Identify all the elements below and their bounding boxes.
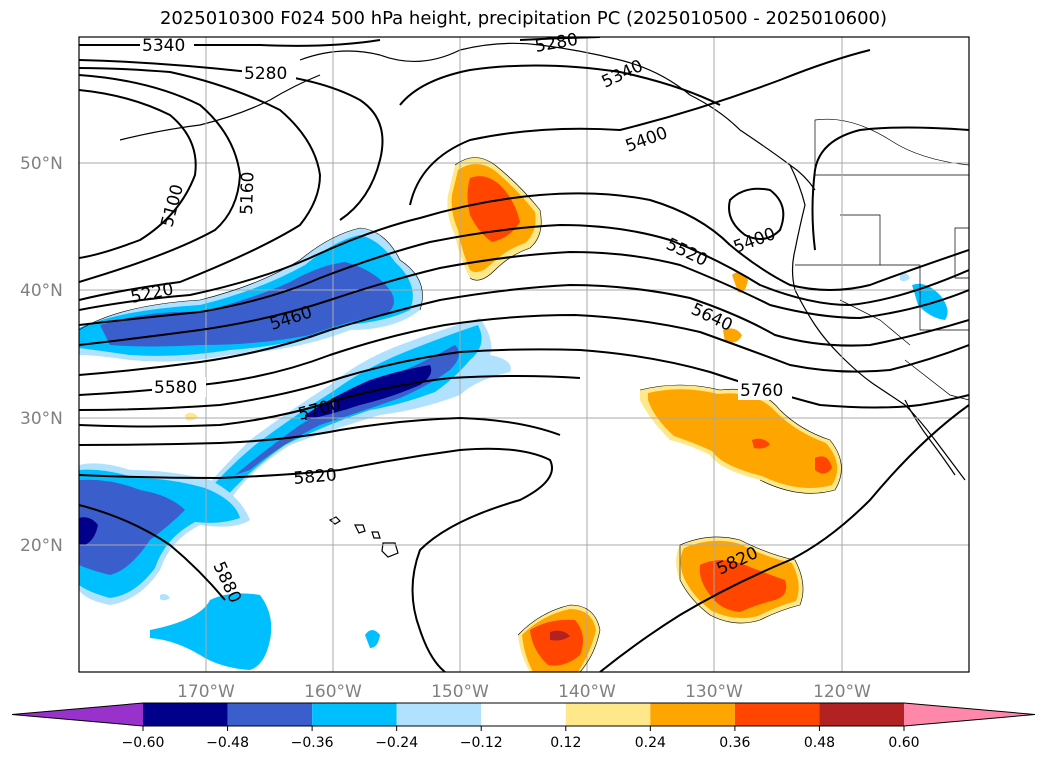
neg-southwest-deep: [79, 517, 98, 545]
colorbar-box: [650, 703, 735, 726]
contour-5460: [79, 192, 969, 311]
pos-south-cell-core: [530, 619, 584, 666]
lon-label: 120°W: [813, 682, 871, 702]
contour-5400-east: [811, 126, 969, 251]
neg-south-island-area: [150, 593, 272, 670]
contour-label: 5580: [154, 378, 197, 398]
contour-5340-west: [79, 39, 381, 47]
pos-east-cell-mid: [648, 389, 838, 488]
contour-5100: [79, 89, 197, 259]
colorbar-box: [819, 703, 904, 726]
contour-5160: [79, 74, 242, 283]
lat-label: 20°N: [20, 536, 63, 556]
colorbar-box: [227, 703, 313, 726]
colorbar-box: [565, 703, 651, 726]
colorbar-tick-label: −0.24: [375, 735, 418, 751]
contour-5400: [409, 49, 871, 206]
lat-label: 30°N: [20, 409, 63, 429]
colorbar: −0.60 −0.48 −0.36 −0.24 −0.12 0.12 0.24 0.36 0.4…: [11, 702, 1036, 751]
pos-south-cell-deep: [550, 630, 570, 641]
contour-5760: [79, 348, 969, 411]
hawaii-islands: [328, 516, 399, 558]
neg-southwest-core: [79, 479, 185, 575]
longitude-labels: 170°W 160°W 150°W 140°W 130°W 120°W: [177, 682, 871, 702]
colorbar-tick-label: −0.12: [460, 735, 503, 751]
neg-band-west-north-core: [100, 262, 394, 347]
lat-label: 50°N: [20, 154, 63, 174]
alaska-peninsula: [119, 74, 321, 141]
lon-label: 150°W: [431, 682, 489, 702]
colorbar-tick-label: 0.60: [888, 735, 919, 751]
contour-5820-east: [599, 404, 969, 672]
colorbar-tick-label: 0.36: [719, 735, 750, 751]
contour-5280-north: [79, 59, 384, 221]
latitude-labels: 50°N 40°N 30°N 20°N: [20, 154, 63, 556]
state-borders: [795, 118, 969, 401]
bc-coast: [789, 164, 806, 291]
colorbar-tick-label: 0.12: [550, 735, 581, 751]
lon-label: 140°W: [558, 682, 616, 702]
lon-label: 160°W: [304, 682, 362, 702]
contour-5820-west: [79, 416, 561, 446]
contour-5640: [79, 283, 969, 376]
contour-5700: [79, 313, 969, 396]
map-title: 2025010300 F024 500 hPa height, precipit…: [159, 8, 888, 29]
contour-5820-main: [79, 447, 553, 672]
contour-5520: [79, 223, 969, 326]
contour-label: 5160: [237, 171, 258, 215]
colorbar-box: [734, 703, 820, 726]
pos-small-1: [732, 272, 748, 293]
pos-small-2: [723, 328, 742, 343]
neg-small-2: [160, 594, 170, 601]
alaska-coast: [299, 42, 816, 191]
map-frame: [78, 36, 970, 673]
colorbar-extend-high: [904, 703, 1035, 726]
lat-label: 40°N: [20, 281, 63, 301]
colorbar-box: [481, 703, 566, 726]
pos-south-east-cell-core: [699, 560, 787, 612]
neg-east-coast: [912, 283, 948, 320]
pos-small-3: [185, 412, 198, 421]
lon-label: 130°W: [685, 682, 743, 702]
contour-5400-closed: [728, 187, 785, 240]
contour-label: 5820: [293, 465, 338, 489]
colorbar-extend-low: [12, 703, 143, 726]
pos-east-cell-core2: [815, 456, 832, 474]
colorbar-tick-label: −0.60: [122, 735, 165, 751]
contour-label: 5280: [244, 64, 287, 84]
colorbar-tick-label: −0.36: [291, 735, 334, 751]
colorbar-box: [143, 703, 228, 726]
neg-small-1: [365, 630, 380, 648]
lon-label: 170°W: [177, 682, 235, 702]
contour-5340-east: [399, 64, 721, 106]
baja-peninsula: [904, 399, 956, 476]
us-west-coast: [794, 289, 966, 481]
height-contours: [79, 37, 969, 672]
colorbar-tick-label: 0.24: [635, 735, 666, 751]
contour-label: 5340: [142, 36, 185, 56]
neg-small-east: [900, 273, 910, 282]
coastlines: [119, 42, 966, 558]
contour-label: 5760: [740, 381, 783, 401]
contour-5880: [79, 504, 226, 601]
colorbar-box: [312, 703, 397, 726]
colorbar-tick-label: 0.48: [804, 735, 835, 751]
contour-5220: [79, 67, 322, 301]
pos-east-cell-core1: [752, 438, 770, 449]
contour-5760b: [79, 375, 581, 428]
precip-positive-fills: [185, 157, 842, 672]
colorbar-tick-label: −0.48: [206, 735, 249, 751]
contour-5580: [79, 250, 969, 346]
colorbar-box: [396, 703, 482, 726]
pos-north-cell-core: [467, 176, 520, 242]
fill-outlines: [79, 157, 842, 672]
